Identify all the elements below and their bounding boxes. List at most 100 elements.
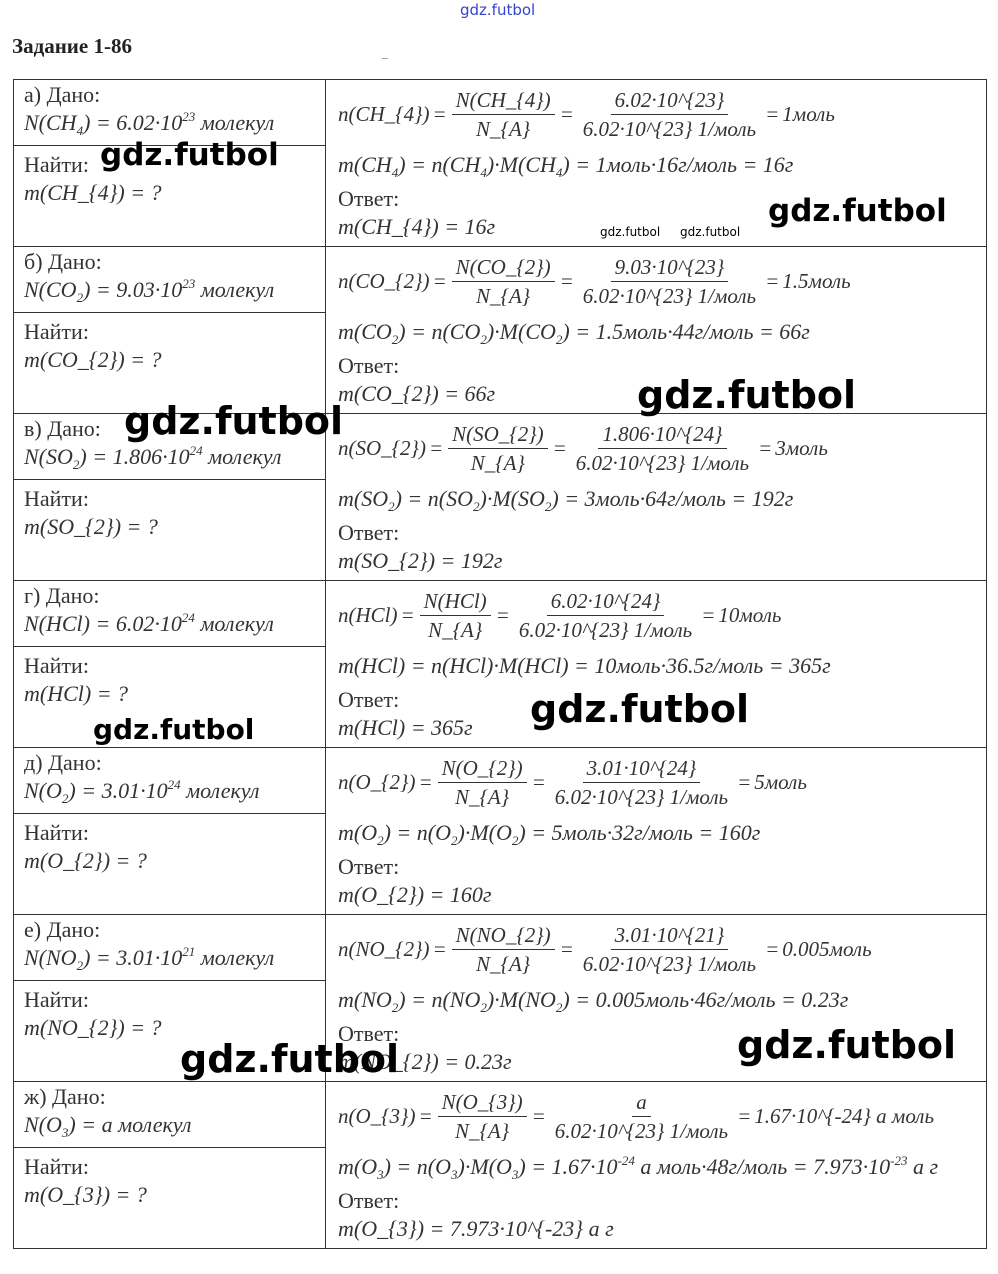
task-row: ж) Дано: N(O3) = a молекул Найти: m(O_{3… [13, 1081, 987, 1249]
fraction: 3.01·10^{24} 6.02·10^{23} 1/моль [551, 754, 732, 811]
given-label: е) Дано: [24, 917, 101, 942]
stray-mark: – [382, 50, 388, 64]
denominator: N_{A} [476, 116, 531, 141]
numerator: 1.806·10^{24} [598, 420, 727, 449]
amount-formula: n(CH_{4}) = N(CH_{4}) N_{A} = 6.02·10^{23} 6… [338, 86, 835, 141]
denominator: 6.02·10^{23} 1/моль [554, 784, 729, 809]
amount-formula: n(O_{3}) = N(O_{3}) N_{A} = a 6.02·10^{23} 1… [338, 1088, 935, 1145]
given-formula: N(SO2) = 1.806·1024 молекул [24, 443, 282, 472]
n-result: 10моль [718, 603, 782, 627]
find-label: Найти: [24, 987, 89, 1012]
watermark: gdz.futbol [100, 137, 279, 173]
given-label: а) Дано: [24, 82, 101, 107]
denominator: 6.02·10^{23} 1/моль [575, 450, 750, 475]
denominator: 6.02·10^{23} 1/моль [554, 1118, 729, 1143]
numerator: 9.03·10^{23} [610, 253, 729, 282]
given-cell: е) Дано: N(NO2) = 3.01·1021 молекул Найт… [13, 914, 326, 1082]
mass-formula: m(HCl) = n(HCl)·M(HCl) = 10моль·36.5г/мо… [338, 653, 831, 678]
find-formula: m(O_{2}) = ? [24, 848, 147, 873]
given-label: б) Дано: [24, 249, 102, 274]
solution-cell: n(O_{2}) = N(O_{2}) N_{A} = 3.01·10^{24} 6.0… [325, 747, 987, 915]
answer-label: Ответ: [338, 687, 400, 712]
denominator: N_{A} [455, 784, 510, 809]
numerator: N(O_{2}) [437, 754, 527, 783]
watermark: gdz.futbol [637, 373, 857, 417]
amount-formula: n(NO_{2}) = N(NO_{2}) N_{A} = 3.01·10^{21} 6… [338, 921, 872, 978]
mass-formula: m(O3) = n(O3)·M(O3) = 1.67·10-24 a моль·… [338, 1153, 939, 1182]
mass-formula: m(SO2) = n(SO2)·M(SO2) = 3моль·64г/моль … [338, 486, 794, 514]
page-title: Задание 1-86 [12, 34, 132, 58]
answer-label: Ответ: [338, 1021, 400, 1046]
fraction: N(O_{2}) N_{A} [437, 754, 527, 811]
solution-cell: n(NO_{2}) = N(NO_{2}) N_{A} = 3.01·10^{21} 6… [325, 914, 987, 1082]
given-label: ж) Дано: [24, 1084, 106, 1109]
fraction: 3.01·10^{21} 6.02·10^{23} 1/моль [579, 921, 760, 978]
answer-label: Ответ: [338, 854, 400, 879]
n-lhs: n(CH_{4}) [338, 102, 430, 126]
n-lhs: n(O_{3}) [338, 1104, 416, 1128]
task-row: в) Дано: N(SO2) = 1.806·1024 молекул Най… [13, 413, 987, 581]
given-cell: б) Дано: N(CO2) = 9.03·1023 молекул Найт… [13, 246, 326, 414]
fraction: N(SO_{2}) N_{A} [448, 420, 548, 477]
given-formula: N(O2) = 3.01·1024 молекул [24, 777, 260, 806]
solution-cell: n(HCl) = N(HCl) N_{A} = 6.02·10^{24} 6.02·10… [325, 580, 987, 748]
solution-cell: n(CH_{4}) = N(CH_{4}) N_{A} = 6.02·10^{23} 6… [325, 79, 987, 247]
fraction: 1.806·10^{24} 6.02·10^{23} 1/моль [572, 420, 753, 477]
solutions-table: а) Дано: N(CH4) = 6.02·1023 молекул Найт… [13, 79, 987, 1249]
answer-formula: m(HCl) = 365г [338, 715, 473, 740]
given-cell: г) Дано: N(HCl) = 6.02·1024 молекул Найт… [13, 580, 326, 748]
task-row: г) Дано: N(HCl) = 6.02·1024 молекул Найт… [13, 580, 987, 748]
answer-formula: m(O_{2}) = 160г [338, 882, 492, 907]
task-row: б) Дано: N(CO2) = 9.03·1023 молекул Найт… [13, 246, 987, 414]
given-cell: д) Дано: N(O2) = 3.01·1024 молекул Найти… [13, 747, 326, 915]
answer-label: Ответ: [338, 520, 400, 545]
given-cell: ж) Дано: N(O3) = a молекул Найти: m(O_{3… [13, 1081, 326, 1249]
watermark: gdz.futbol [460, 1, 536, 19]
answer-formula: m(NO_{2}) = 0.23г [338, 1049, 512, 1074]
find-label: Найти: [24, 820, 89, 845]
numerator: N(O_{3}) [437, 1088, 527, 1117]
answer-label: Ответ: [338, 186, 400, 211]
numerator: N(CH_{4}) [451, 86, 555, 115]
given-formula: N(HCl) = 6.02·1024 молекул [24, 610, 274, 636]
denominator: 6.02·10^{23} 1/моль [582, 116, 757, 141]
given-formula: N(NO2) = 3.01·1021 молекул [24, 944, 275, 973]
given-formula: N(CO2) = 9.03·1023 молекул [24, 276, 275, 305]
watermark: gdz.futbol [180, 1037, 400, 1081]
watermark: gdz.futbol [737, 1023, 957, 1067]
numerator: 6.02·10^{23} [610, 86, 729, 115]
denominator: 6.02·10^{23} 1/моль [582, 283, 757, 308]
watermark: gdz.futbol [530, 687, 750, 731]
given-cell: а) Дано: N(CH4) = 6.02·1023 молекул Найт… [13, 79, 326, 247]
numerator: a [632, 1088, 651, 1117]
amount-formula: n(HCl) = N(HCl) N_{A} = 6.02·10^{24} 6.02·10… [338, 587, 782, 644]
given-label: в) Дано: [24, 416, 101, 441]
watermark: gdz.futbol [680, 225, 741, 239]
amount-formula: n(O_{2}) = N(O_{2}) N_{A} = 3.01·10^{24} 6.0… [338, 754, 807, 811]
denominator: N_{A} [455, 1118, 510, 1143]
fraction: N(HCl) N_{A} [419, 587, 491, 644]
fraction: 9.03·10^{23} 6.02·10^{23} 1/моль [579, 253, 760, 310]
watermark: gdz.futbol [124, 399, 344, 443]
fraction: N(CO_{2}) N_{A} [451, 253, 555, 310]
find-formula: m(HCl) = ? [24, 681, 129, 706]
mass-formula: m(CO2) = n(CO2)·M(CO2) = 1.5моль·44г/мол… [338, 319, 810, 347]
n-result: 1.5моль [782, 269, 851, 293]
answer-label: Ответ: [338, 1188, 400, 1213]
watermark: gdz.futbol [768, 193, 947, 229]
find-formula: m(O_{3}) = ? [24, 1182, 147, 1207]
find-formula: m(NO_{2}) = ? [24, 1015, 162, 1040]
mass-formula: m(NO2) = n(NO2)·M(NO2) = 0.005моль·46г/м… [338, 987, 849, 1015]
watermark: gdz.futbol [93, 713, 255, 746]
n-result: 3моль [775, 436, 828, 460]
fraction: a 6.02·10^{23} 1/моль [551, 1088, 732, 1145]
solution-cell: n(O_{3}) = N(O_{3}) N_{A} = a 6.02·10^{23} 1… [325, 1081, 987, 1249]
denominator: 6.02·10^{23} 1/моль [582, 951, 757, 976]
given-label: г) Дано: [24, 583, 100, 608]
task-row: д) Дано: N(O2) = 3.01·1024 молекул Найти… [13, 747, 987, 915]
denominator: N_{A} [476, 283, 531, 308]
numerator: 3.01·10^{24} [582, 754, 701, 783]
answer-formula: m(CO_{2}) = 66г [338, 381, 496, 406]
fraction: N(NO_{2}) N_{A} [451, 921, 555, 978]
